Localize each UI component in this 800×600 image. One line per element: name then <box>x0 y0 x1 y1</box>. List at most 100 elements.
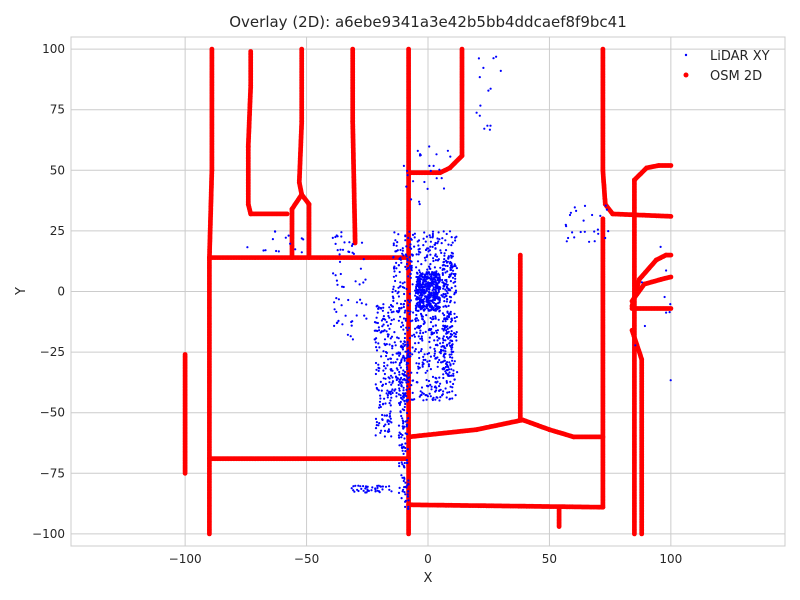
lidar-point <box>379 380 382 383</box>
lidar-point <box>416 309 419 312</box>
lidar-point <box>437 290 440 293</box>
lidar-point <box>385 351 388 354</box>
lidar-point <box>397 295 400 298</box>
lidar-point <box>404 332 407 335</box>
lidar-point <box>417 250 421 253</box>
lidar-point <box>429 245 432 248</box>
lidar-point <box>418 356 421 360</box>
lidar-point <box>378 346 381 349</box>
lidar-point <box>350 244 354 247</box>
lidar-point <box>412 379 415 382</box>
lidar-point <box>382 303 385 306</box>
lidar-point <box>341 323 344 326</box>
lidar-point <box>439 342 442 345</box>
lidar-point <box>446 327 449 330</box>
lidar-point <box>450 264 453 267</box>
lidar-point <box>383 361 386 364</box>
lidar-point <box>449 364 452 367</box>
lidar-point <box>374 427 378 430</box>
lidar-point <box>403 425 406 428</box>
lidar-point <box>663 295 666 299</box>
lidar-point <box>451 269 455 272</box>
lidar-point <box>454 277 457 280</box>
lidar-point <box>363 314 366 317</box>
lidar-point <box>422 283 425 286</box>
lidar-point <box>405 262 409 266</box>
lidar-point <box>398 444 401 447</box>
lidar-point <box>399 400 402 404</box>
lidar-point <box>478 114 481 117</box>
lidar-point <box>416 381 419 384</box>
lidar-point <box>336 249 339 252</box>
lidar-point <box>425 378 428 382</box>
lidar-point <box>414 348 417 351</box>
lidar-point <box>446 283 449 286</box>
lidar-point <box>376 484 379 487</box>
lidar-point <box>374 361 378 365</box>
lidar-point <box>406 379 409 382</box>
lidar-point <box>420 393 423 396</box>
lidar-point <box>427 363 430 366</box>
lidar-point <box>340 231 343 234</box>
lidar-point <box>374 488 377 491</box>
lidar-point <box>424 330 427 333</box>
lidar-point <box>434 259 437 262</box>
lidar-point <box>434 398 437 401</box>
lidar-point <box>398 364 401 367</box>
legend-label-osm: OSM 2D <box>710 69 762 84</box>
lidar-point <box>398 465 401 468</box>
lidar-point <box>573 236 576 239</box>
lidar-point <box>389 410 392 413</box>
lidar-point <box>404 265 407 268</box>
lidar-point <box>432 164 435 167</box>
lidar-point <box>402 452 405 455</box>
lidar-point <box>454 291 457 294</box>
osm-point <box>306 255 312 260</box>
lidar-point <box>434 324 437 327</box>
lidar-point <box>431 245 434 248</box>
lidar-point <box>400 461 403 464</box>
lidar-point <box>380 307 383 310</box>
osm-point <box>556 524 562 529</box>
lidar-point <box>416 297 419 300</box>
lidar-point <box>389 308 392 311</box>
lidar-point <box>433 274 436 277</box>
lidar-point <box>446 325 449 328</box>
lidar-point <box>396 292 399 295</box>
lidar-point <box>371 486 374 489</box>
lidar-point <box>399 248 402 252</box>
lidar-point <box>604 204 607 207</box>
lidar-point <box>386 394 389 397</box>
lidar-point <box>423 305 426 308</box>
lidar-point <box>423 288 426 291</box>
lidar-point <box>439 382 442 385</box>
lidar-point <box>424 259 427 262</box>
lidar-point <box>446 363 449 367</box>
lidar-point <box>398 387 401 390</box>
lidar-point <box>397 434 400 437</box>
lidar-point <box>347 298 350 302</box>
y-tick-label: −75 <box>40 466 65 480</box>
lidar-point <box>422 358 425 361</box>
lidar-point <box>423 308 426 311</box>
lidar-point <box>385 354 388 358</box>
lidar-point <box>398 436 401 439</box>
lidar-point <box>433 266 436 269</box>
lidar-point <box>444 259 448 262</box>
lidar-point <box>411 353 414 356</box>
lidar-point <box>385 343 388 346</box>
lidar-point <box>398 270 401 274</box>
lidar-point <box>591 213 594 217</box>
lidar-point <box>448 368 451 371</box>
lidar-point <box>669 303 672 306</box>
lidar-point <box>396 352 400 355</box>
lidar-point <box>444 249 448 252</box>
lidar-point <box>397 264 400 267</box>
lidar-point <box>401 476 404 479</box>
lidar-point <box>487 89 490 92</box>
lidar-point <box>443 254 446 257</box>
lidar-point <box>411 398 414 401</box>
lidar-point <box>437 277 440 280</box>
lidar-point <box>400 344 403 347</box>
lidar-point <box>427 365 431 368</box>
